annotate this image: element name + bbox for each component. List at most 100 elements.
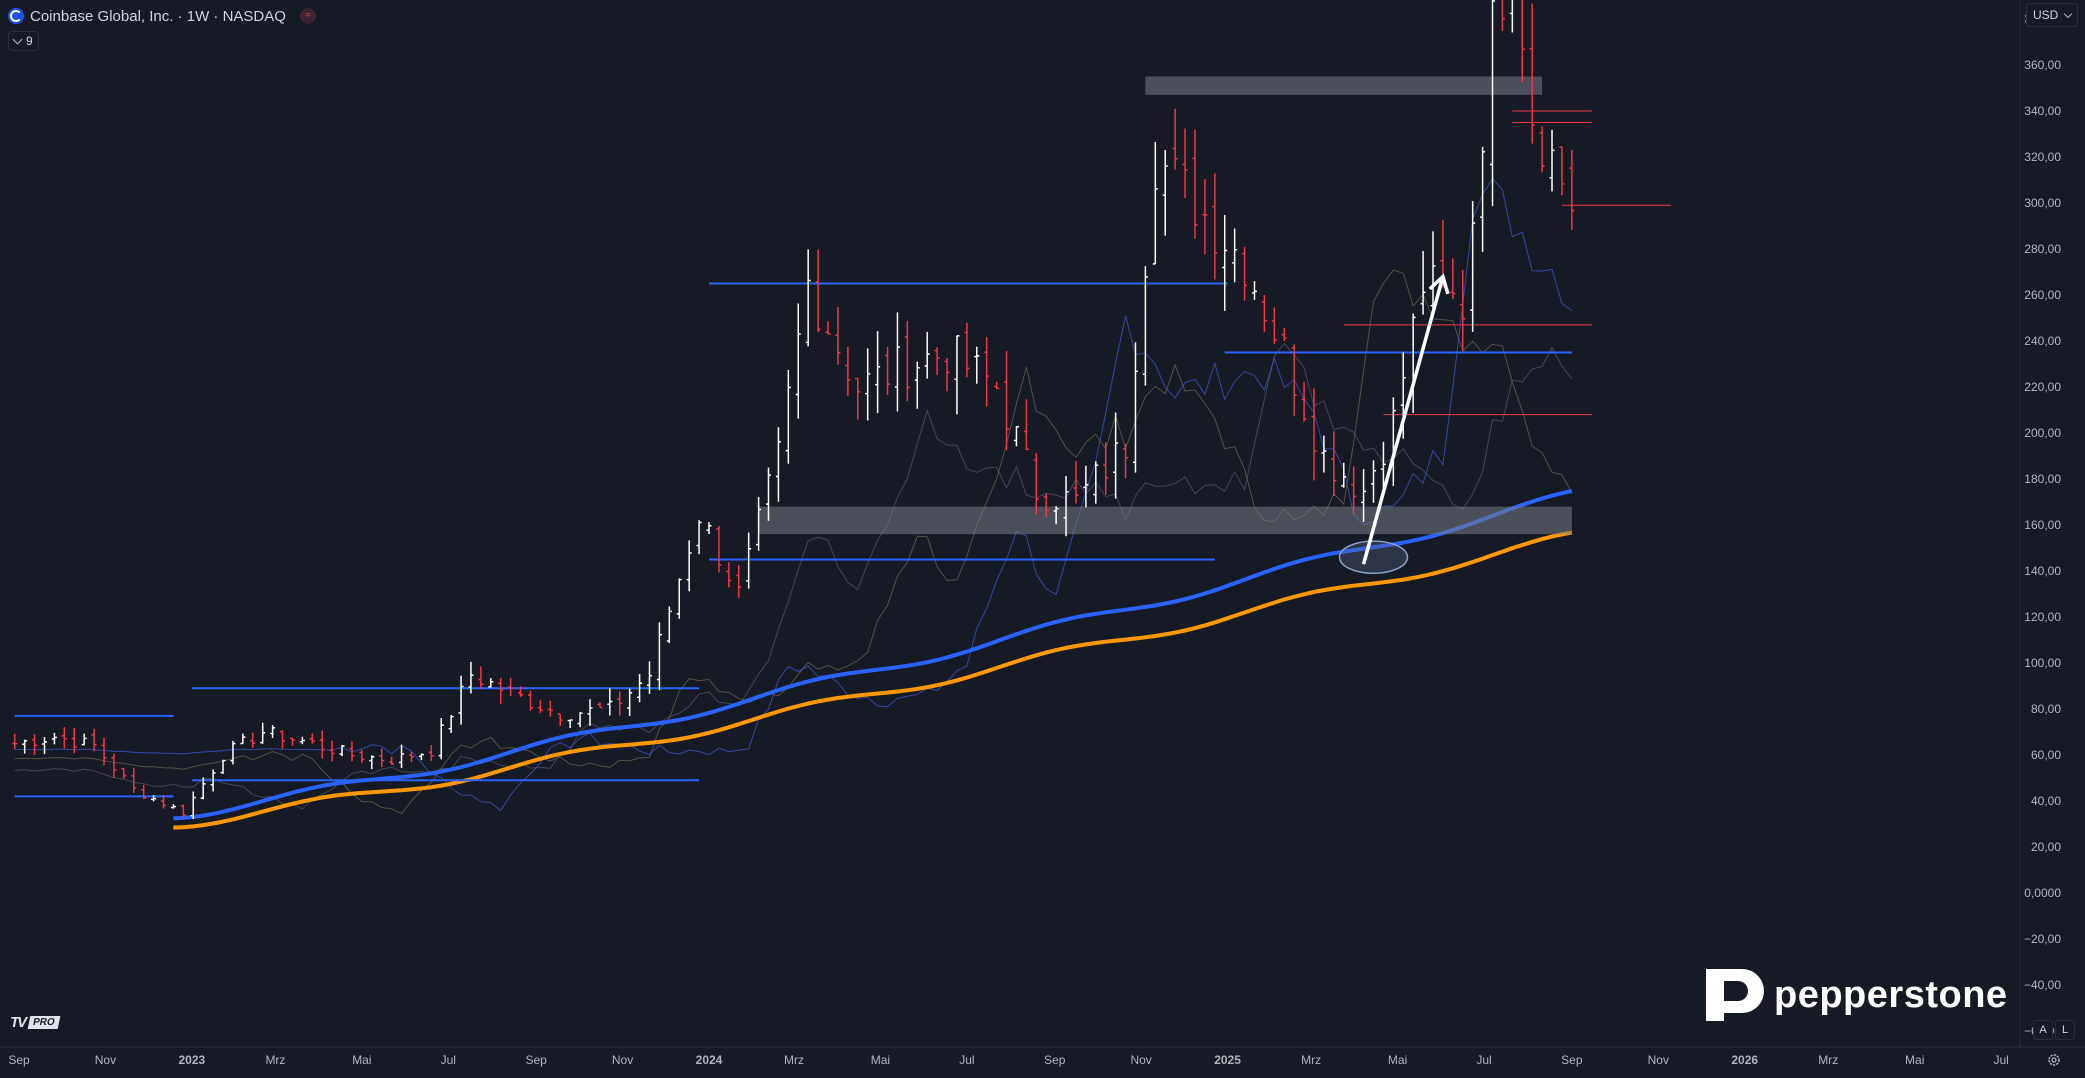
y-tick-label: 20,00 xyxy=(2031,840,2061,854)
candle xyxy=(1251,281,1257,300)
x-tick-label: Sep xyxy=(1044,1053,1066,1067)
indicators-count: 9 xyxy=(26,34,33,48)
x-tick-label: Mrz xyxy=(1301,1053,1321,1067)
candle xyxy=(894,312,900,412)
candle xyxy=(379,748,385,768)
y-tick-label: 100,00 xyxy=(2024,656,2061,670)
candle xyxy=(815,249,821,333)
candle xyxy=(161,794,167,809)
candle xyxy=(835,307,841,365)
candle xyxy=(250,732,256,748)
candle xyxy=(111,753,117,778)
y-tick-label: 40,00 xyxy=(2031,794,2061,808)
trend-arrow xyxy=(1361,276,1445,565)
candle xyxy=(1242,246,1248,301)
moving-average-line xyxy=(173,489,1573,821)
brand-name: pepperstone xyxy=(1774,973,2008,1016)
candle xyxy=(527,690,533,711)
candle xyxy=(557,713,563,727)
candle xyxy=(577,712,583,728)
candle xyxy=(885,346,891,395)
pro-badge: PRO xyxy=(27,1016,61,1029)
settings-gear-icon[interactable] xyxy=(2046,1052,2062,1068)
candle xyxy=(994,381,1000,390)
candle xyxy=(91,728,97,752)
currency-selector[interactable]: USD xyxy=(2026,3,2078,27)
x-tick-label: Mai xyxy=(1388,1053,1407,1067)
candle xyxy=(498,678,504,704)
indicators-toggle[interactable]: 9 xyxy=(8,31,39,51)
y-tick-label: 80,00 xyxy=(2031,702,2061,716)
support-zone xyxy=(758,506,1572,535)
candle xyxy=(1073,460,1079,504)
candle xyxy=(349,741,355,762)
log-scale-button[interactable]: L xyxy=(2055,1020,2075,1040)
candle xyxy=(1569,150,1575,230)
candle xyxy=(12,733,18,750)
y-tick-label: 60,00 xyxy=(2031,748,2061,762)
tradingview-logo[interactable]: TV PRO xyxy=(10,1014,61,1031)
candle xyxy=(1222,215,1228,311)
candle xyxy=(1521,0,1525,82)
candle xyxy=(1341,462,1347,488)
candle xyxy=(151,795,157,802)
x-tick-label: 2026 xyxy=(1731,1053,1758,1067)
y-tick-label: 340,00 xyxy=(2024,104,2061,118)
candle xyxy=(1152,141,1158,265)
candle xyxy=(924,331,930,379)
x-tick-label: Nov xyxy=(95,1053,116,1067)
y-tick-label: 140,00 xyxy=(2024,564,2061,578)
candle xyxy=(825,321,831,335)
candle xyxy=(1301,381,1307,422)
x-tick-label: Sep xyxy=(1561,1053,1583,1067)
candle xyxy=(944,358,950,392)
y-tick-label: 240,00 xyxy=(2024,334,2061,348)
x-tick-label: Nov xyxy=(1648,1053,1669,1067)
candle xyxy=(964,322,970,378)
candle xyxy=(1321,435,1327,473)
candle xyxy=(319,730,325,759)
tv-logo-mark: TV xyxy=(10,1014,27,1031)
candle xyxy=(567,719,573,729)
candle xyxy=(280,730,286,749)
candle xyxy=(170,804,176,809)
x-tick-label: Mai xyxy=(1905,1053,1924,1067)
chevron-down-icon xyxy=(2063,9,2073,18)
candle xyxy=(1460,269,1466,352)
auto-scale-button[interactable]: A xyxy=(2033,1020,2053,1040)
candle xyxy=(1311,388,1317,481)
candle xyxy=(1013,426,1019,447)
candle xyxy=(914,361,920,409)
candle xyxy=(1202,179,1208,255)
candle xyxy=(1529,3,1535,144)
candle xyxy=(518,686,524,697)
y-tick-label: 320,00 xyxy=(2024,150,2061,164)
candle xyxy=(1142,266,1148,386)
x-tick-label: Jul xyxy=(441,1053,456,1067)
candle xyxy=(855,377,861,420)
candle xyxy=(369,755,375,770)
x-tick-label: Nov xyxy=(1130,1053,1151,1067)
symbol-header[interactable]: Coinbase Global, Inc. · 1W · NASDAQ ≈ xyxy=(8,6,316,26)
candle xyxy=(597,702,603,709)
candle xyxy=(230,740,236,765)
candle xyxy=(418,753,424,761)
candle xyxy=(339,745,345,757)
y-tick-label: 0,0000 xyxy=(2024,886,2061,900)
candle xyxy=(934,347,940,375)
symbol-title[interactable]: Coinbase Global, Inc. · 1W · NASDAQ xyxy=(30,7,286,25)
candle xyxy=(1281,327,1287,342)
y-tick-label: 120,00 xyxy=(2024,610,2061,624)
candle xyxy=(458,675,464,725)
candle xyxy=(438,718,444,760)
pepperstone-watermark: pepperstone xyxy=(1698,965,2008,1025)
candle xyxy=(240,733,246,745)
market-status-icon[interactable]: ≈ xyxy=(299,8,316,24)
candle xyxy=(1083,465,1089,508)
candle xyxy=(1063,475,1069,537)
candle xyxy=(1271,307,1277,344)
candle xyxy=(686,540,692,592)
